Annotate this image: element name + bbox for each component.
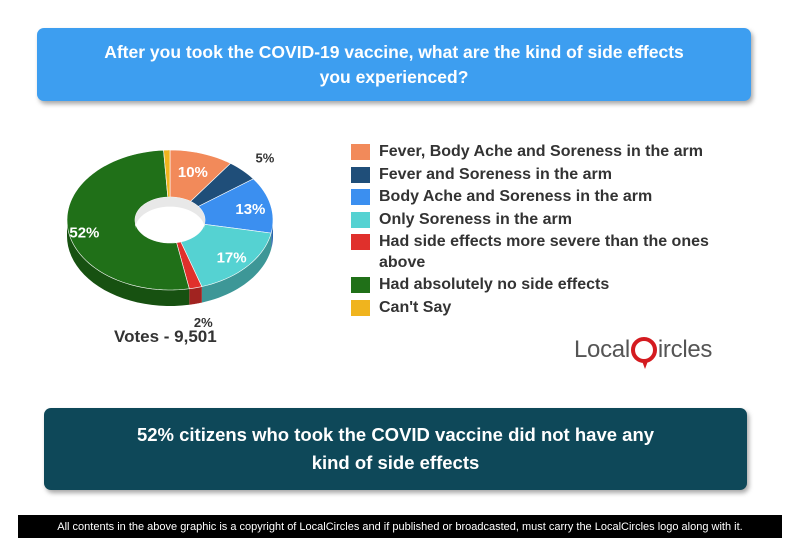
donut-data-label: 17% bbox=[217, 249, 247, 266]
legend-item: Body Ache and Soreness in the arm bbox=[351, 187, 741, 208]
legend-label: Can't Say bbox=[379, 298, 452, 316]
key-finding: 52% citizens who took the COVID vaccine … bbox=[136, 424, 655, 473]
legend-swatch bbox=[351, 166, 370, 183]
donut-hole-wall bbox=[135, 197, 205, 230]
legend-label: Body Ache and Soreness in the arm bbox=[379, 188, 653, 205]
legend-swatch bbox=[351, 277, 370, 293]
chart-legend: Fever, Body Ache and Soreness in the arm… bbox=[351, 142, 741, 320]
legend-swatch bbox=[351, 189, 370, 205]
legend-label: Had absolutely no side effects bbox=[379, 276, 610, 293]
donut-slice-side bbox=[201, 233, 272, 303]
donut-slice-side bbox=[67, 220, 190, 306]
legend-item: Had absolutely no side effects bbox=[351, 275, 741, 296]
logo-pin-icon bbox=[630, 337, 657, 369]
votes-count: Votes - 9,501 bbox=[114, 327, 217, 346]
copyright-text: All contents in the above graphic is a c… bbox=[57, 520, 743, 533]
donut-data-label: 5% bbox=[256, 151, 275, 166]
legend-item: Fever and Soreness in the arm bbox=[351, 165, 741, 186]
legend-swatch bbox=[351, 144, 370, 160]
finding-banner: 52% citizens who took the COVID vaccine … bbox=[44, 408, 747, 490]
legend-label: Fever, Body Ache and Soreness in the arm bbox=[379, 143, 703, 160]
legend-label: Only Soreness in the arm bbox=[379, 210, 572, 228]
donut-slice-side bbox=[189, 286, 202, 305]
legend-swatch bbox=[351, 211, 370, 228]
legend-label: Fever and Soreness in the arm bbox=[379, 165, 612, 183]
donut-chart-area: 10%5%13%17%2%52%1% bbox=[55, 135, 295, 335]
donut-data-label: 2% bbox=[194, 315, 213, 330]
legend-item: Fever, Body Ache and Soreness in the arm bbox=[351, 142, 741, 163]
copyright-footer: All contents in the above graphic is a c… bbox=[18, 515, 782, 538]
localcircles-logo: Local ircles bbox=[574, 330, 712, 370]
logo-text-local: Local bbox=[574, 336, 630, 363]
donut-data-label: 13% bbox=[235, 201, 265, 218]
legend-item: Can't Say bbox=[351, 298, 741, 319]
survey-question: After you took the COVID-19 vaccine, wha… bbox=[104, 41, 684, 87]
question-banner: After you took the COVID-19 vaccine, wha… bbox=[37, 28, 751, 101]
legend-swatch bbox=[351, 299, 370, 316]
legend-item: Had side effects more severe than the on… bbox=[351, 232, 741, 273]
logo-text-ircles: ircles bbox=[657, 336, 713, 363]
legend-swatch bbox=[351, 234, 370, 250]
donut-data-label: 52% bbox=[69, 225, 99, 242]
legend-item: Only Soreness in the arm bbox=[351, 210, 741, 231]
legend-label: Had side effects more severe than the on… bbox=[379, 233, 709, 271]
donut-chart: 10%5%13%17%2%52%1% bbox=[66, 149, 275, 330]
donut-data-label: 10% bbox=[178, 164, 208, 181]
